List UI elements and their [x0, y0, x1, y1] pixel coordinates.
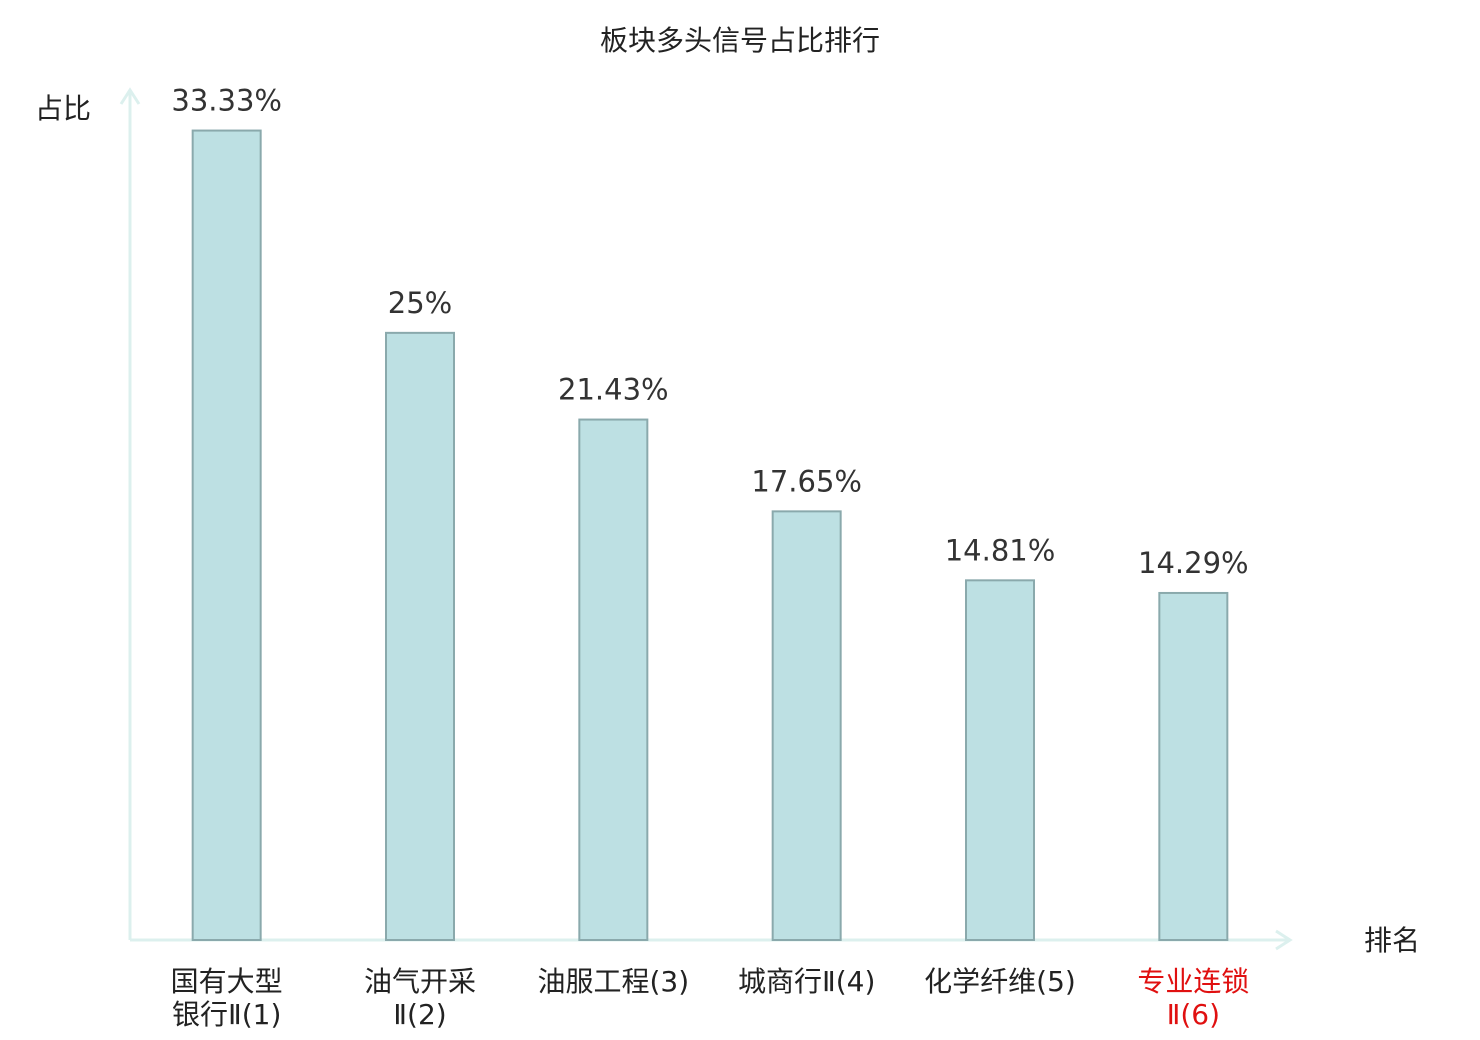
y-axis-arrow: [119, 87, 141, 105]
chart-title: 板块多头信号占比排行: [600, 24, 880, 57]
value-label: 21.43%: [558, 373, 669, 407]
x-axis-label: 排名: [1364, 924, 1420, 957]
x-axis-arrow: [1275, 929, 1293, 951]
value-label: 17.65%: [751, 464, 862, 498]
value-label: 33.33%: [171, 84, 282, 118]
bar: [1158, 591, 1229, 941]
x-tick-label: 油气开采 Ⅱ(2): [364, 965, 476, 1031]
bar: [771, 510, 842, 941]
x-tick-label: 国有大型银行Ⅱ(1): [171, 965, 283, 1031]
x-tick-label: 化学纤维(5): [924, 965, 1076, 998]
bar: [578, 418, 649, 941]
value-label: 14.29%: [1138, 546, 1249, 580]
bar: [965, 579, 1035, 941]
x-tick-label: 专业连锁 Ⅱ(6): [1137, 965, 1249, 1031]
y-axis-label: 占比: [35, 92, 91, 125]
x-tick-label: 城商行Ⅱ(4): [738, 965, 875, 998]
value-label: 14.81%: [945, 533, 1056, 567]
bar: [191, 129, 262, 942]
value-label: 25%: [388, 286, 452, 320]
bar: [385, 331, 455, 942]
x-tick-label: 油服工程(3): [537, 965, 689, 998]
